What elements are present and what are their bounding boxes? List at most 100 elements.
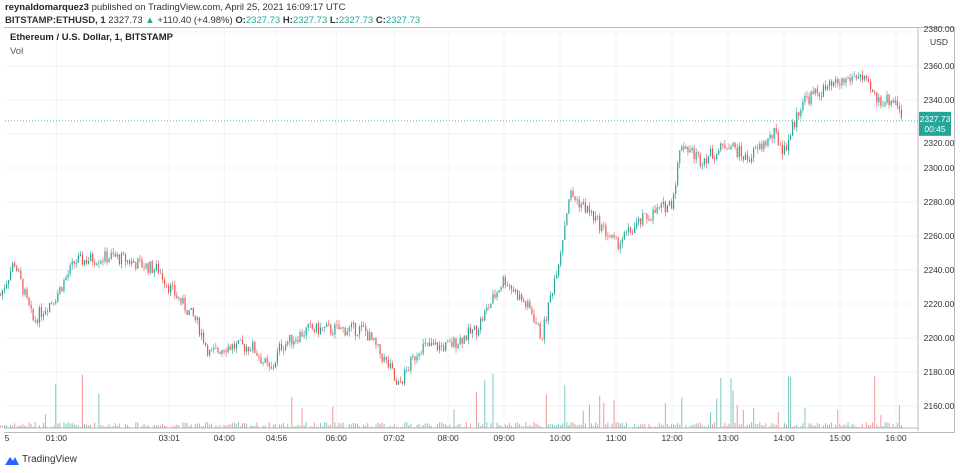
candle-body <box>658 207 660 209</box>
candle-body <box>872 89 874 92</box>
volume-bar <box>570 422 572 428</box>
candle-body <box>81 254 84 265</box>
candle-body <box>617 237 619 250</box>
candle-body <box>792 121 794 136</box>
volume-bar <box>252 425 254 428</box>
volume-bar <box>831 422 833 428</box>
candle-body <box>826 86 829 90</box>
candle-body <box>843 78 845 83</box>
tradingview-logo[interactable]: TradingView <box>5 454 77 465</box>
volume-bar <box>118 423 120 428</box>
candle-body <box>141 259 143 268</box>
volume-bar <box>262 425 264 428</box>
candle-body <box>326 324 328 327</box>
candle-body <box>67 274 69 278</box>
candle-body <box>590 211 593 213</box>
candle-body <box>241 339 244 345</box>
candle-body <box>215 347 217 349</box>
volume-bar <box>560 425 562 428</box>
volume-bar <box>10 424 12 428</box>
volume-bar <box>896 422 898 428</box>
volume-bar <box>359 426 361 428</box>
volume-bar <box>855 426 857 428</box>
candle-body <box>763 141 765 150</box>
candle-body <box>720 143 722 151</box>
volume-bar <box>792 426 794 428</box>
volume-bar <box>736 404 738 428</box>
candle-body <box>348 327 350 332</box>
candle-body <box>24 289 26 295</box>
volume-bar <box>161 423 163 428</box>
candle-body <box>851 76 853 82</box>
candle-body <box>660 203 662 208</box>
candle-body <box>9 271 12 280</box>
volume-bar <box>742 409 744 428</box>
volume-bar <box>217 426 219 428</box>
candle-body <box>85 260 88 264</box>
candle-body <box>549 295 552 303</box>
volume-bar <box>857 427 859 428</box>
volume-bar <box>313 422 315 428</box>
candle-body <box>494 294 496 298</box>
candle-body <box>30 305 32 309</box>
volume-bar <box>178 425 180 428</box>
candle-body <box>814 88 816 94</box>
volume-bar <box>108 424 110 428</box>
candle-body <box>894 100 896 103</box>
volume-bar <box>882 426 884 428</box>
candle-body <box>806 95 808 97</box>
volume-bar <box>519 424 521 428</box>
volume-bar <box>775 424 777 428</box>
candle-body <box>467 327 469 340</box>
volume-bar <box>668 426 670 428</box>
volume-bar <box>227 424 229 428</box>
candle-body <box>572 190 574 197</box>
candle-body <box>266 358 268 363</box>
volume-bar <box>625 422 627 428</box>
volume-bar <box>605 424 607 428</box>
volume-bar <box>644 423 646 428</box>
low-value: 2327.73 <box>338 15 374 26</box>
volume-bar <box>535 423 537 428</box>
candle-body <box>837 79 839 84</box>
candle-body <box>293 341 295 345</box>
candle-body <box>430 342 432 346</box>
candle-body <box>666 205 669 213</box>
candle-body <box>354 322 357 336</box>
volume-bar <box>761 425 763 428</box>
candle-body <box>61 287 63 291</box>
volume-bar <box>422 425 424 428</box>
volume-bar <box>151 427 153 428</box>
candle-body <box>594 216 597 221</box>
volume-bar <box>763 425 765 428</box>
volume-bar <box>215 425 217 428</box>
x-tick-label: 15:00 <box>829 433 851 443</box>
candle-body <box>14 263 16 267</box>
volume-bar <box>757 424 759 428</box>
candle-body <box>120 253 123 265</box>
candle-body <box>424 342 426 344</box>
volume-bar <box>303 425 305 428</box>
candle-body <box>484 310 486 321</box>
candle-body <box>656 207 658 213</box>
candle-body <box>363 325 365 327</box>
candle-body <box>53 302 55 304</box>
volume-bar <box>332 406 334 428</box>
chart-frame[interactable] <box>4 27 955 433</box>
candle-body <box>98 263 100 264</box>
candle-body <box>178 297 180 299</box>
candle-body <box>338 324 340 330</box>
volume-bar <box>837 409 839 428</box>
high-label: H: <box>282 15 293 26</box>
candle-body <box>560 252 562 265</box>
candle-body <box>767 138 769 146</box>
candle-body <box>473 325 476 330</box>
volume-bar <box>463 427 465 428</box>
volume-bar <box>558 424 560 428</box>
volume-bar <box>533 422 535 428</box>
volume-bar <box>685 425 687 428</box>
candle-body <box>457 344 459 349</box>
candle-body <box>418 353 420 357</box>
candle-body <box>697 152 699 155</box>
